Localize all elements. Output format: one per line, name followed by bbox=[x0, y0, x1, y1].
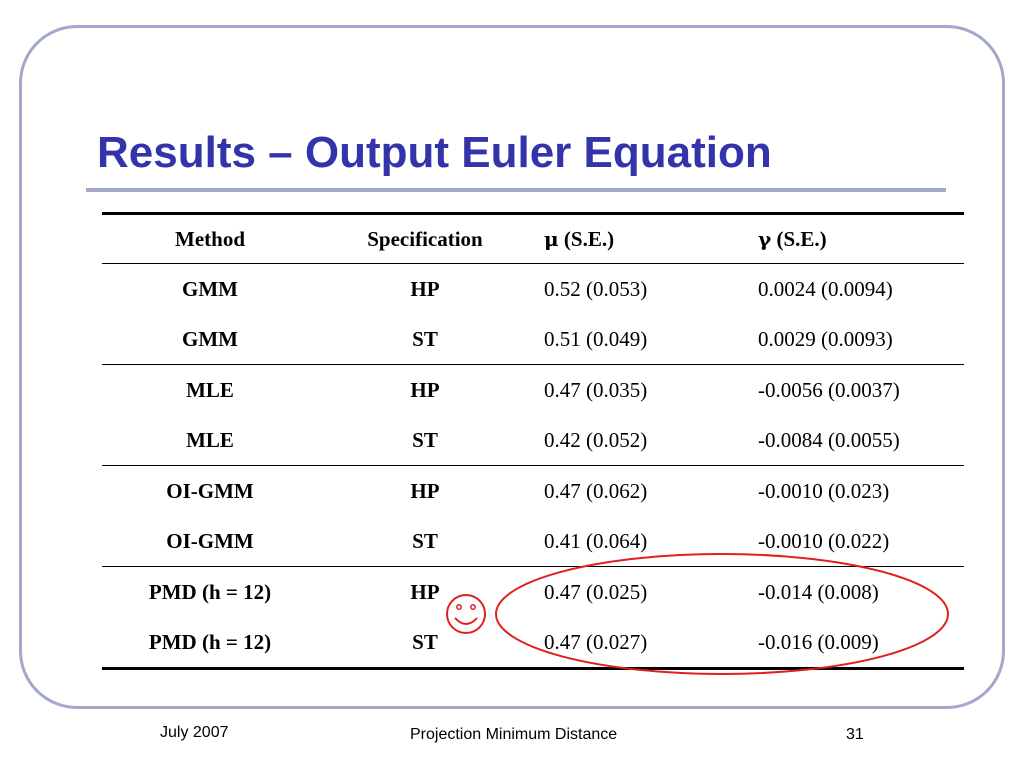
table-row: PMD (h = 12) ST 0.47 (0.027) -0.016 (0.0… bbox=[102, 617, 964, 670]
cell-gamma: -0.014 (0.008) bbox=[758, 566, 964, 617]
slide-frame bbox=[19, 25, 1005, 709]
cell-method: PMD (h = 12) bbox=[102, 566, 318, 617]
slide-title: Results – Output Euler Equation bbox=[97, 128, 772, 177]
results-table: Method Specification μ (S.E.) γ (S.E.) G… bbox=[102, 212, 964, 670]
table-row: PMD (h = 12) HP 0.47 (0.025) -0.014 (0.0… bbox=[102, 566, 964, 617]
cell-gamma: 0.0029 (0.0093) bbox=[758, 326, 893, 351]
header-method: Method bbox=[175, 226, 245, 251]
cell-mu: 0.47 (0.027) bbox=[532, 617, 758, 670]
header-specification: Specification bbox=[367, 226, 483, 251]
cell-gamma: -0.016 (0.009) bbox=[758, 617, 964, 670]
cell-specification: HP bbox=[318, 566, 532, 617]
cell-method: OI-GMM bbox=[166, 528, 254, 553]
footer-title: Projection Minimum Distance bbox=[410, 726, 618, 743]
table-header-row: Method Specification μ (S.E.) γ (S.E.) bbox=[102, 213, 964, 264]
cell-method: GMM bbox=[182, 276, 238, 301]
cell-specification: HP bbox=[318, 364, 532, 415]
cell-mu: 0.42 (0.052) bbox=[544, 427, 648, 452]
header-mu: μ (S.E.) bbox=[532, 214, 758, 264]
cell-specification: HP bbox=[318, 465, 532, 516]
table-row: OI-GMM HP 0.47 (0.062) -0.0010 (0.023) bbox=[102, 465, 964, 516]
cell-specification: ST bbox=[412, 427, 438, 452]
table-row: GMM ST 0.51 (0.049) 0.0029 (0.0093) bbox=[102, 314, 964, 365]
cell-mu: 0.47 (0.035) bbox=[532, 364, 758, 415]
cell-method: GMM bbox=[182, 326, 238, 351]
cell-mu: 0.47 (0.025) bbox=[532, 566, 758, 617]
table-row: MLE HP 0.47 (0.035) -0.0056 (0.0037) bbox=[102, 364, 964, 415]
cell-method: PMD (h = 12) bbox=[102, 617, 318, 670]
table-row: MLE ST 0.42 (0.052) -0.0084 (0.0055) bbox=[102, 415, 964, 466]
mu-symbol: μ bbox=[544, 226, 559, 251]
header-mu-label: (S.E.) bbox=[558, 226, 615, 251]
cell-mu: 0.51 (0.049) bbox=[544, 326, 648, 351]
cell-method: MLE bbox=[186, 427, 234, 452]
cell-specification: ST bbox=[412, 528, 438, 553]
cell-specification: ST bbox=[412, 326, 438, 351]
cell-method: MLE bbox=[102, 364, 318, 415]
gamma-symbol: γ bbox=[758, 226, 772, 251]
cell-specification: HP bbox=[410, 276, 440, 301]
title-underline bbox=[86, 188, 946, 192]
cell-mu: 0.47 (0.062) bbox=[532, 465, 758, 516]
header-gamma: γ (S.E.) bbox=[758, 214, 964, 264]
cell-gamma: -0.0010 (0.023) bbox=[758, 465, 964, 516]
table-row: GMM HP 0.52 (0.053) 0.0024 (0.0094) bbox=[102, 264, 964, 315]
table-row: OI-GMM ST 0.41 (0.064) -0.0010 (0.022) bbox=[102, 516, 964, 567]
cell-specification: ST bbox=[318, 617, 532, 670]
header-gamma-label: (S.E.) bbox=[771, 226, 827, 251]
cell-mu: 0.52 (0.053) bbox=[544, 276, 648, 301]
footer-date: July 2007 bbox=[160, 724, 229, 741]
cell-gamma: -0.0010 (0.022) bbox=[758, 528, 890, 553]
cell-method: OI-GMM bbox=[102, 465, 318, 516]
cell-mu: 0.41 (0.064) bbox=[544, 528, 648, 553]
cell-gamma: -0.0084 (0.0055) bbox=[758, 427, 900, 452]
cell-gamma: -0.0056 (0.0037) bbox=[758, 364, 964, 415]
cell-gamma: 0.0024 (0.0094) bbox=[758, 276, 893, 301]
page-number: 31 bbox=[846, 726, 864, 743]
